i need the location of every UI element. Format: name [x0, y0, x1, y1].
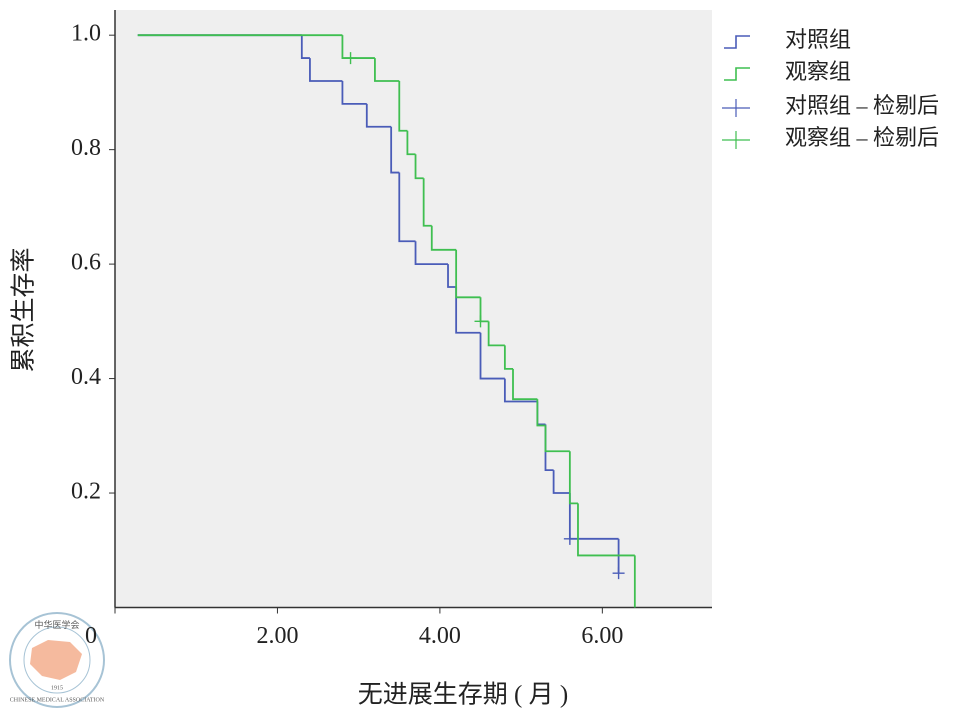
legend-label: 对照组 – 检剔后 — [785, 93, 939, 118]
logo-map — [30, 640, 82, 680]
legend-swatch — [722, 131, 750, 149]
legend-swatch — [724, 35, 750, 49]
y-tick-label: 1.0 — [71, 21, 101, 47]
survival-step — [398, 80, 408, 132]
survival-step — [479, 332, 505, 380]
survival-step — [503, 378, 538, 403]
x-tick-label: 6.00 — [581, 623, 623, 649]
y-tick-label: 0.2 — [71, 479, 101, 505]
survival-step — [374, 58, 400, 82]
censor-mark — [563, 532, 576, 545]
survival-step — [390, 126, 400, 174]
x-tick-label: 0 — [85, 623, 97, 649]
survival-step — [552, 470, 570, 494]
x-axis-label: 无进展生存期 ( 月 ) — [358, 681, 568, 709]
survival-step — [341, 80, 367, 105]
survival-step — [503, 345, 513, 370]
survival-step — [300, 35, 310, 59]
survival-step — [568, 451, 578, 505]
legend-label: 观察组 – 检剔后 — [785, 125, 939, 150]
survival-step — [544, 425, 570, 453]
survival-step — [455, 249, 481, 299]
x-tick-label: 2.00 — [256, 623, 298, 649]
survival-step — [414, 154, 424, 180]
y-tick-label: 0.4 — [71, 364, 101, 390]
survival-step — [512, 368, 538, 401]
censor-mark — [612, 567, 625, 580]
watermark-logo: 中华医学会 CHINESE MEDICAL ASSOCIATION 1915 — [9, 612, 105, 708]
legend-swatch — [722, 99, 750, 117]
survival-step — [487, 321, 505, 347]
legend-label: 观察组 — [785, 59, 851, 84]
logo-english: CHINESE MEDICAL ASSOCIATION — [10, 697, 105, 703]
logo-name: 中华医学会 — [34, 619, 79, 630]
censor-mark — [474, 315, 487, 328]
y-tick-label: 0.8 — [71, 135, 101, 161]
logo-ring — [9, 612, 105, 708]
legend-label: 对照组 — [785, 27, 851, 52]
censor-mark — [344, 52, 357, 65]
survival-step — [455, 287, 481, 334]
survival-step — [430, 225, 457, 251]
survival-step — [398, 172, 416, 243]
survival-step — [309, 58, 343, 82]
survival-step — [414, 241, 449, 266]
survival-step — [365, 103, 392, 128]
legend-swatch — [724, 67, 750, 81]
logo-year: 1915 — [51, 685, 63, 691]
survival-step — [406, 130, 416, 156]
plot-background — [115, 10, 712, 608]
y-tick-label: 0.6 — [71, 250, 101, 276]
y-axis-label: 累积生存率 — [10, 247, 38, 372]
survival-step — [577, 503, 635, 557]
survival-step — [447, 264, 457, 288]
logo-ring — [23, 626, 91, 694]
survival-step — [422, 178, 432, 227]
survival-step — [341, 35, 375, 59]
survival-step — [536, 399, 546, 427]
x-tick-label: 4.00 — [419, 623, 461, 649]
